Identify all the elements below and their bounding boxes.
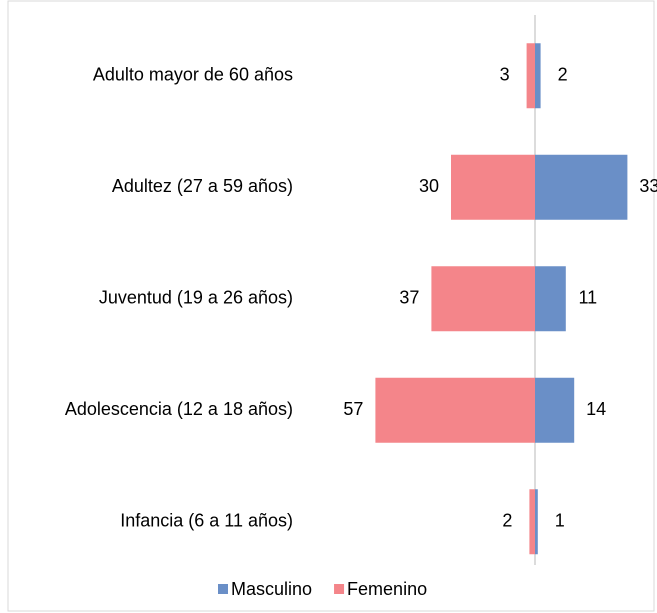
category-label: Adolescencia (12 a 18 años) (65, 399, 293, 419)
category-label: Juventud (19 a 26 años) (99, 288, 293, 308)
value-label: 37 (399, 288, 419, 308)
value-label: 57 (343, 399, 363, 419)
value-label: 11 (578, 288, 597, 308)
category-label: Adultez (27 a 59 años) (112, 176, 293, 196)
value-label: 33 (639, 176, 657, 196)
bar (535, 489, 538, 555)
bar (535, 43, 541, 109)
value-label: 14 (586, 399, 606, 419)
value-label: 1 (555, 511, 565, 531)
value-label: 30 (419, 176, 439, 196)
bar (451, 154, 535, 220)
value-label: 3 (500, 65, 510, 85)
value-label: 2 (502, 511, 512, 531)
bar (535, 154, 628, 220)
bar (529, 489, 535, 555)
legend-label: Masculino (231, 579, 312, 599)
category-label: Adulto mayor de 60 años (93, 65, 293, 85)
category-label: Infancia (6 a 11 años) (120, 511, 293, 531)
bar (375, 377, 535, 443)
value-label: 2 (558, 65, 568, 85)
legend-swatch (218, 584, 228, 594)
bar (535, 377, 575, 443)
bar (535, 266, 566, 332)
bar (526, 43, 535, 109)
bar (431, 266, 535, 332)
legend-label: Femenino (347, 579, 427, 599)
legend-swatch (334, 584, 345, 594)
